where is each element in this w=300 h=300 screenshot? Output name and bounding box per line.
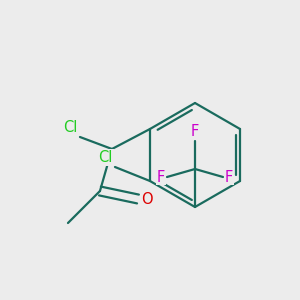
Text: F: F [157,169,165,184]
Text: Cl: Cl [99,150,113,165]
Text: Cl: Cl [64,120,78,135]
Text: F: F [191,124,199,139]
Text: F: F [225,169,233,184]
Text: O: O [141,191,153,206]
